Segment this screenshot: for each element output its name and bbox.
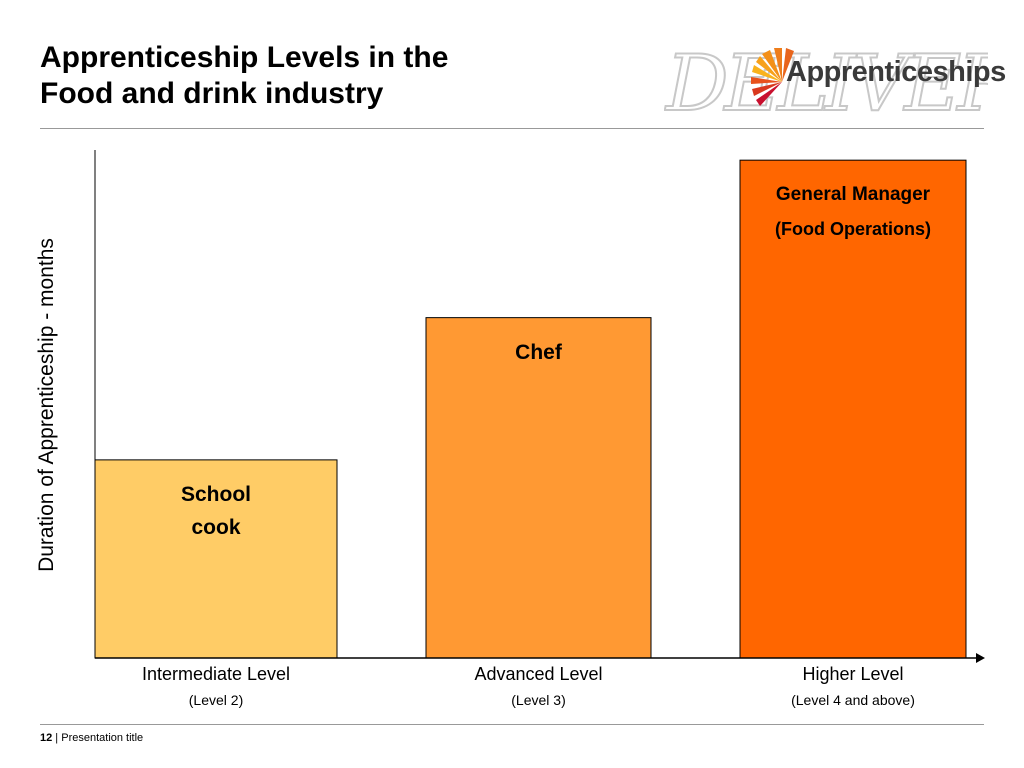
category-label-2-main: Advanced Level <box>474 664 603 684</box>
category-label-1-main: Intermediate Level <box>141 664 291 684</box>
slide-title-line-1: Apprenticeship Levels in the <box>40 41 449 74</box>
slide-title-line-2: Food and drink industry <box>40 77 384 110</box>
bar-label-1-line-1: School <box>180 482 251 506</box>
apprenticeships-logo: DELIVER <box>664 38 988 128</box>
bar-label-1: School cook <box>95 478 337 544</box>
category-label-2: Advanced Level (Level 3) <box>389 662 689 714</box>
footer-separator: | <box>52 732 62 744</box>
page-number: 12 <box>40 732 53 744</box>
category-label-2-sub: (Level 3) <box>511 692 566 708</box>
footer-title: Presentation title <box>61 732 144 744</box>
bar-3 <box>739 159 967 659</box>
category-label-1-sub: (Level 2) <box>188 692 244 708</box>
slide-title: Apprenticeship Levels in the Food and dr… <box>40 40 600 112</box>
category-label-3-sub: (Level 4 and above) <box>791 692 915 708</box>
bar-label-3-line-2: (Food Operations) <box>775 219 931 240</box>
bar-label-3: General Manager (Food Operations) <box>740 178 966 246</box>
bar-label-3-line-1: General Manager <box>775 184 931 206</box>
header-divider <box>40 128 984 129</box>
bar-2 <box>425 317 652 659</box>
category-label-3: Higher Level (Level 4 and above) <box>703 662 1003 714</box>
bar-label-2: Chef <box>426 336 651 369</box>
category-label-1: Intermediate Level (Level 2) <box>66 662 366 714</box>
bar-label-2-line-1: Chef <box>515 340 562 364</box>
x-axis-arrow-icon <box>976 653 985 663</box>
slide-footer: 12 | Presentation title <box>40 732 143 744</box>
logo-background-text: DELIVER <box>664 39 988 128</box>
category-label-3-main: Higher Level <box>802 664 904 684</box>
y-axis-label: Duration of Apprenticeship - months <box>35 238 58 572</box>
bar-label-1-line-2: cook <box>191 515 241 539</box>
logo-sunburst-icon <box>751 48 794 106</box>
footer-divider <box>40 724 984 725</box>
logo-text: Apprenticeships <box>786 56 1006 88</box>
bars-layer <box>94 159 967 659</box>
